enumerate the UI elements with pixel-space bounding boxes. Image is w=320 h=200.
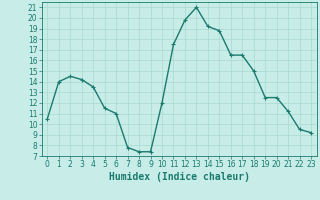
X-axis label: Humidex (Indice chaleur): Humidex (Indice chaleur) [109, 172, 250, 182]
